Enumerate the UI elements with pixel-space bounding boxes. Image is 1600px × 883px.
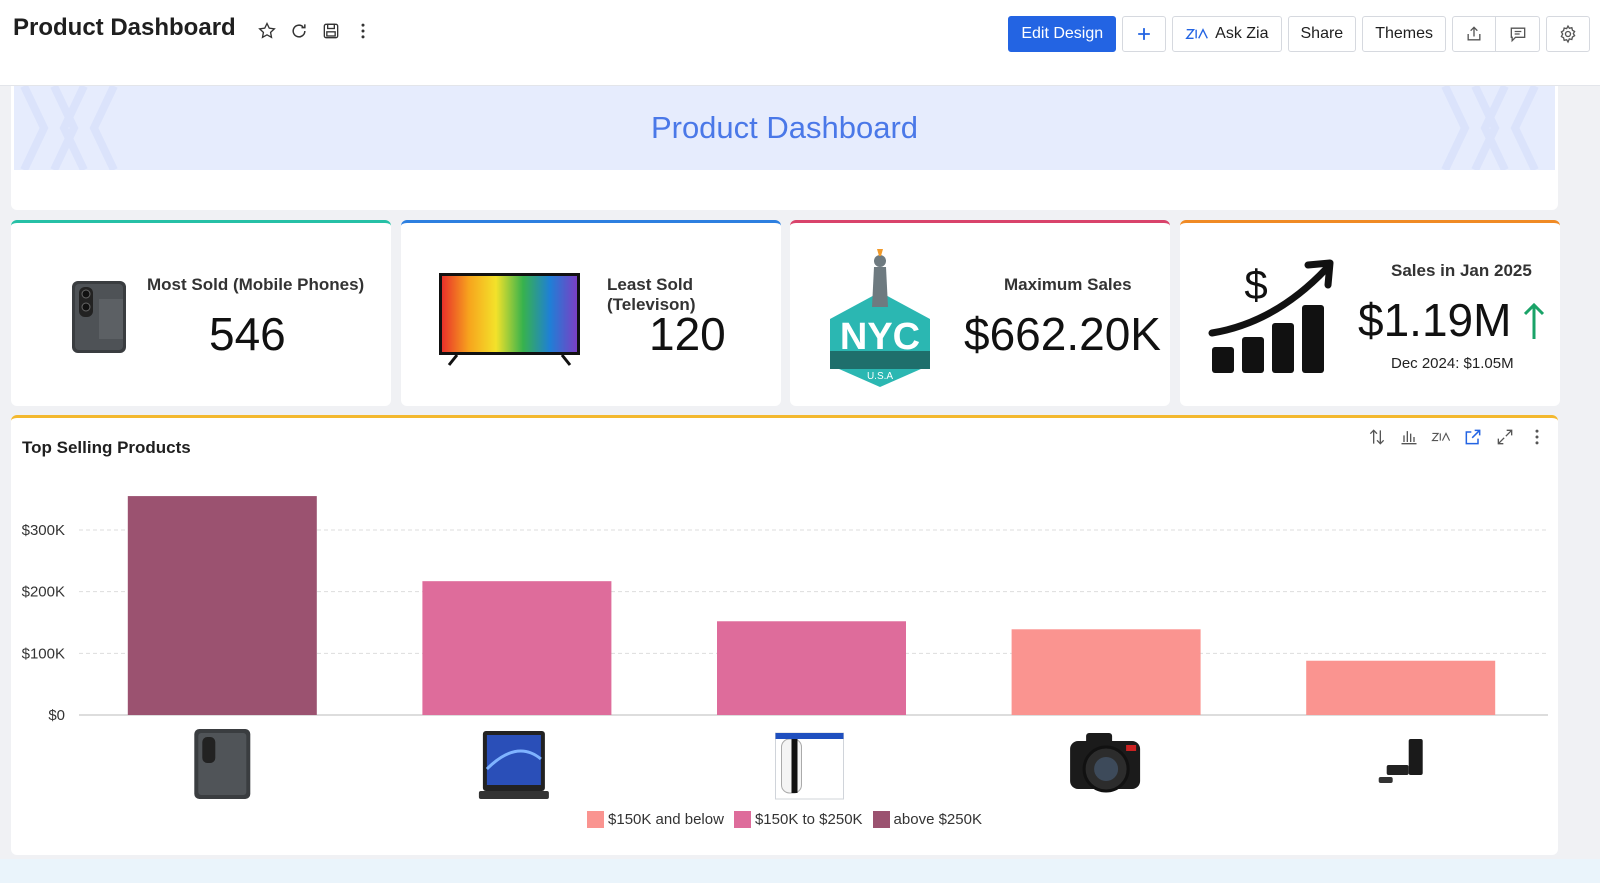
refresh-icon[interactable] [288,20,310,42]
sales-growth-icon: $ [1208,259,1334,373]
ask-zia-button[interactable]: Ask Zia [1172,16,1282,52]
page-title: Product Dashboard [13,14,236,41]
kpi-label: Most Sold (Mobile Phones) [147,275,365,294]
chart-title: Top Selling Products [22,438,191,457]
comment-button[interactable] [1496,16,1540,52]
banner-pattern-left [20,86,118,170]
legend-label: above $250K [893,811,982,828]
chart-legend: $150K and below $150K to $250K above $25… [11,811,1558,828]
kpi-card-maximum-sales[interactable]: NYC U.S.A Maximum Sales $662.20K [790,220,1170,406]
chart-toolbar [1366,426,1548,448]
legend-item-high[interactable]: above $250K [872,811,982,828]
open-external-icon[interactable] [1462,426,1484,448]
banner-title: Product Dashboard [650,110,919,145]
kpi-value: $1.19M [1358,294,1512,346]
legend-swatch [872,811,890,828]
legend-swatch [587,811,605,828]
legend-swatch [733,811,751,828]
kpi-card-most-sold[interactable]: Most Sold (Mobile Phones) 546 [11,220,391,406]
bottom-strip [0,859,1600,883]
zia-insights-icon[interactable] [1430,426,1452,448]
banner-pattern-right [1441,86,1539,170]
chart-more-icon[interactable] [1526,426,1548,448]
add-button[interactable] [1122,16,1167,52]
nyc-badge-text: NYC [840,316,920,358]
x-axis-product-image [1378,739,1423,783]
kpi-label: Maximum Sales [1004,275,1132,294]
edit-design-button[interactable]: Edit Design [1008,16,1117,52]
y-tick-label: $300K [22,522,65,539]
export-comment-group [1452,16,1540,52]
zia-icon [1185,28,1209,39]
chart-type-icon[interactable] [1398,426,1420,448]
top-bar: Product Dashboard Edit Design Ask Zia Sh… [0,0,1600,86]
nyc-badge-image: NYC U.S.A [830,249,930,387]
kpi-card-sales-jan[interactable]: $ Sales in Jan 2025 $1.19M Dec 2024: $1.… [1180,220,1560,406]
legend-item-low[interactable]: $150K and below [587,811,724,828]
settings-button[interactable] [1546,16,1590,52]
sort-icon[interactable] [1366,426,1388,448]
save-icon[interactable] [320,20,342,42]
kpi-value: $662.20K [964,308,1161,360]
chart-card-top-selling: Top Selling Products $0 $100K $200K $300K $… [11,415,1558,855]
star-icon[interactable] [256,20,278,42]
export-button[interactable] [1452,16,1496,52]
bar-mobile-phone[interactable] [127,496,317,715]
expand-icon[interactable] [1494,426,1516,448]
gear-icon [1560,24,1576,44]
x-axis-product-image [775,732,844,800]
share-button[interactable]: Share [1287,16,1357,52]
bar-soundbar[interactable] [1306,660,1496,715]
bar-camera[interactable] [1011,629,1201,715]
banner-card: Product Dashboard [11,86,1558,210]
kpi-value: 546 [209,308,286,360]
bar-chart: $0 $100K $200K $300K [22,496,1548,800]
kpi-label: Sales in Jan 2025 [1391,261,1532,280]
bar-game-console[interactable] [717,621,906,715]
y-tick-label: $0 [48,707,65,724]
legend-label: $150K and below [608,811,724,828]
kpi-card-least-sold[interactable]: Least Sold (Televison) 120 [401,220,781,406]
title-icons [256,20,374,42]
legend-label: $150K to $250K [754,811,863,828]
plus-icon [1138,28,1150,40]
themes-button[interactable]: Themes [1362,16,1446,52]
kpi-value: 120 [649,308,726,360]
toolbar-actions: Edit Design Ask Zia Share Themes [1008,16,1590,52]
export-icon [1467,26,1481,41]
television-image [439,273,580,366]
mobile-phone-image [72,281,126,353]
x-axis-product-image [478,731,549,799]
svg-text:$: $ [1244,261,1267,308]
kpi-label: Least Sold (Televison) [607,275,696,314]
bar-laptop[interactable] [422,581,612,715]
comment-icon [1510,27,1525,43]
x-axis-product-image [194,729,251,799]
trend-up-icon [1523,302,1545,339]
y-tick-label: $100K [22,645,65,662]
ask-zia-label: Ask Zia [1215,25,1269,42]
kpi-comparison: Dec 2024: $1.05M [1391,355,1514,372]
legend-item-mid[interactable]: $150K to $250K [733,811,863,828]
more-vertical-icon[interactable] [352,20,374,42]
nyc-badge-sub: U.S.A [867,371,893,382]
banner: Product Dashboard [14,86,1555,170]
x-axis-product-image [1070,733,1141,793]
y-tick-label: $200K [22,584,65,601]
